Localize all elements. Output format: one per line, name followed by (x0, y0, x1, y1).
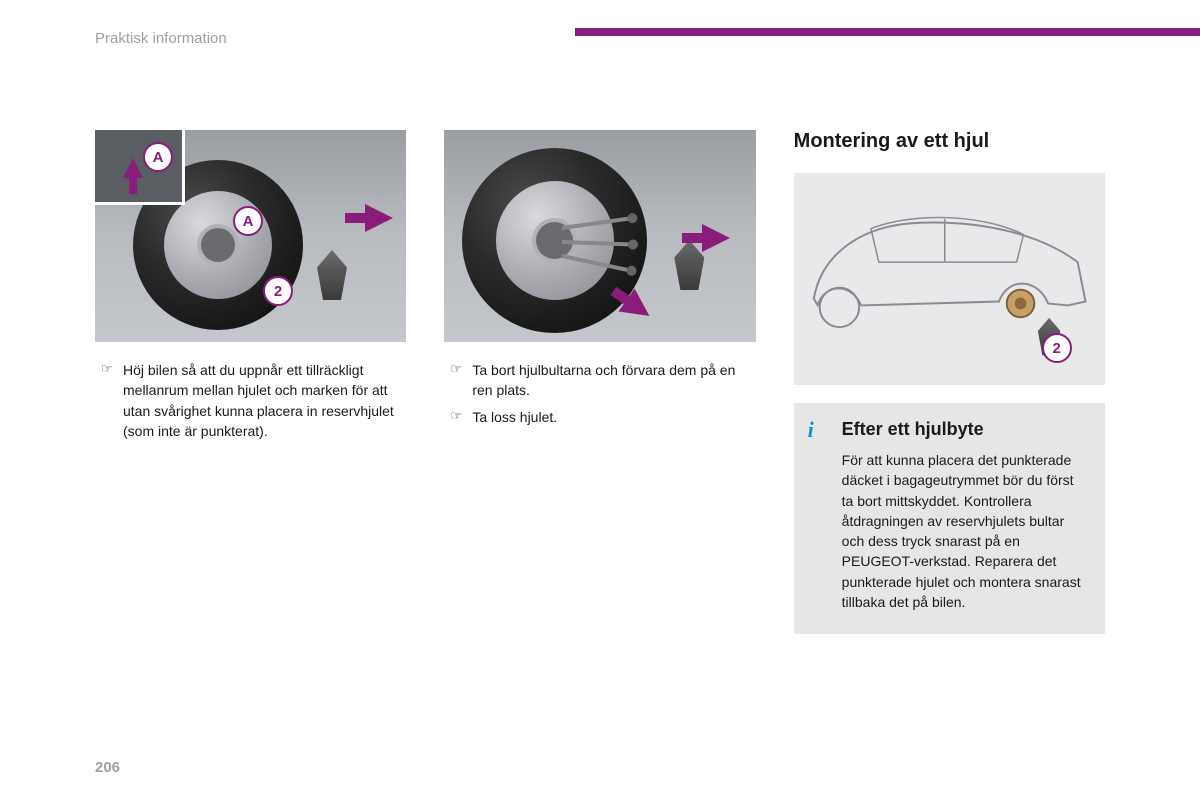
info-box-body: För att kunna placera det punkterade däc… (842, 450, 1087, 612)
figure-bolt-removal (444, 130, 755, 342)
info-box-title: Efter ett hjulbyte (842, 419, 1087, 440)
arrow-up-icon (123, 158, 143, 178)
info-icon: i (808, 417, 826, 441)
callout-a: A (233, 206, 263, 236)
header-accent-bar (575, 28, 1200, 36)
column-3: Montering av ett hjul 2 i Efter ett hjul… (794, 130, 1105, 634)
step-item: Höj bilen så att du uppnår ett tillräckl… (95, 360, 406, 441)
callout-2: 2 (1042, 333, 1072, 363)
step-list-2: Ta bort hjulbultarna och förvara dem på … (444, 360, 755, 427)
jack-illustration (305, 250, 360, 305)
arrow-down-right-icon (619, 289, 658, 328)
callout-2: 2 (263, 276, 293, 306)
column-2: Ta bort hjulbultarna och förvara dem på … (444, 130, 755, 634)
callout-label: 2 (274, 283, 282, 300)
callout-label: A (153, 149, 164, 166)
section-title: Montering av ett hjul (794, 130, 1105, 153)
column-1: A A 2 Höj bilen så att du uppnår ett til… (95, 130, 406, 634)
page-number: 206 (95, 759, 120, 776)
figure-jack-lift: A A 2 (95, 130, 406, 342)
step-item: Ta bort hjulbultarna och förvara dem på … (444, 360, 755, 401)
figure-car-no-wheel: 2 (794, 173, 1105, 385)
tire-illustration (462, 148, 647, 333)
callout-a-inset: A (143, 142, 173, 172)
arrow-right-icon (702, 224, 730, 252)
arrow-right-icon (365, 204, 393, 232)
content-columns: A A 2 Höj bilen så att du uppnår ett til… (95, 130, 1105, 634)
info-box: i Efter ett hjulbyte För att kunna place… (794, 403, 1105, 634)
step-item: Ta loss hjulet. (444, 407, 755, 427)
figure-inset (95, 130, 185, 205)
callout-label: 2 (1052, 340, 1060, 357)
callout-label: A (243, 213, 254, 230)
step-list-1: Höj bilen så att du uppnår ett tillräckl… (95, 360, 406, 441)
